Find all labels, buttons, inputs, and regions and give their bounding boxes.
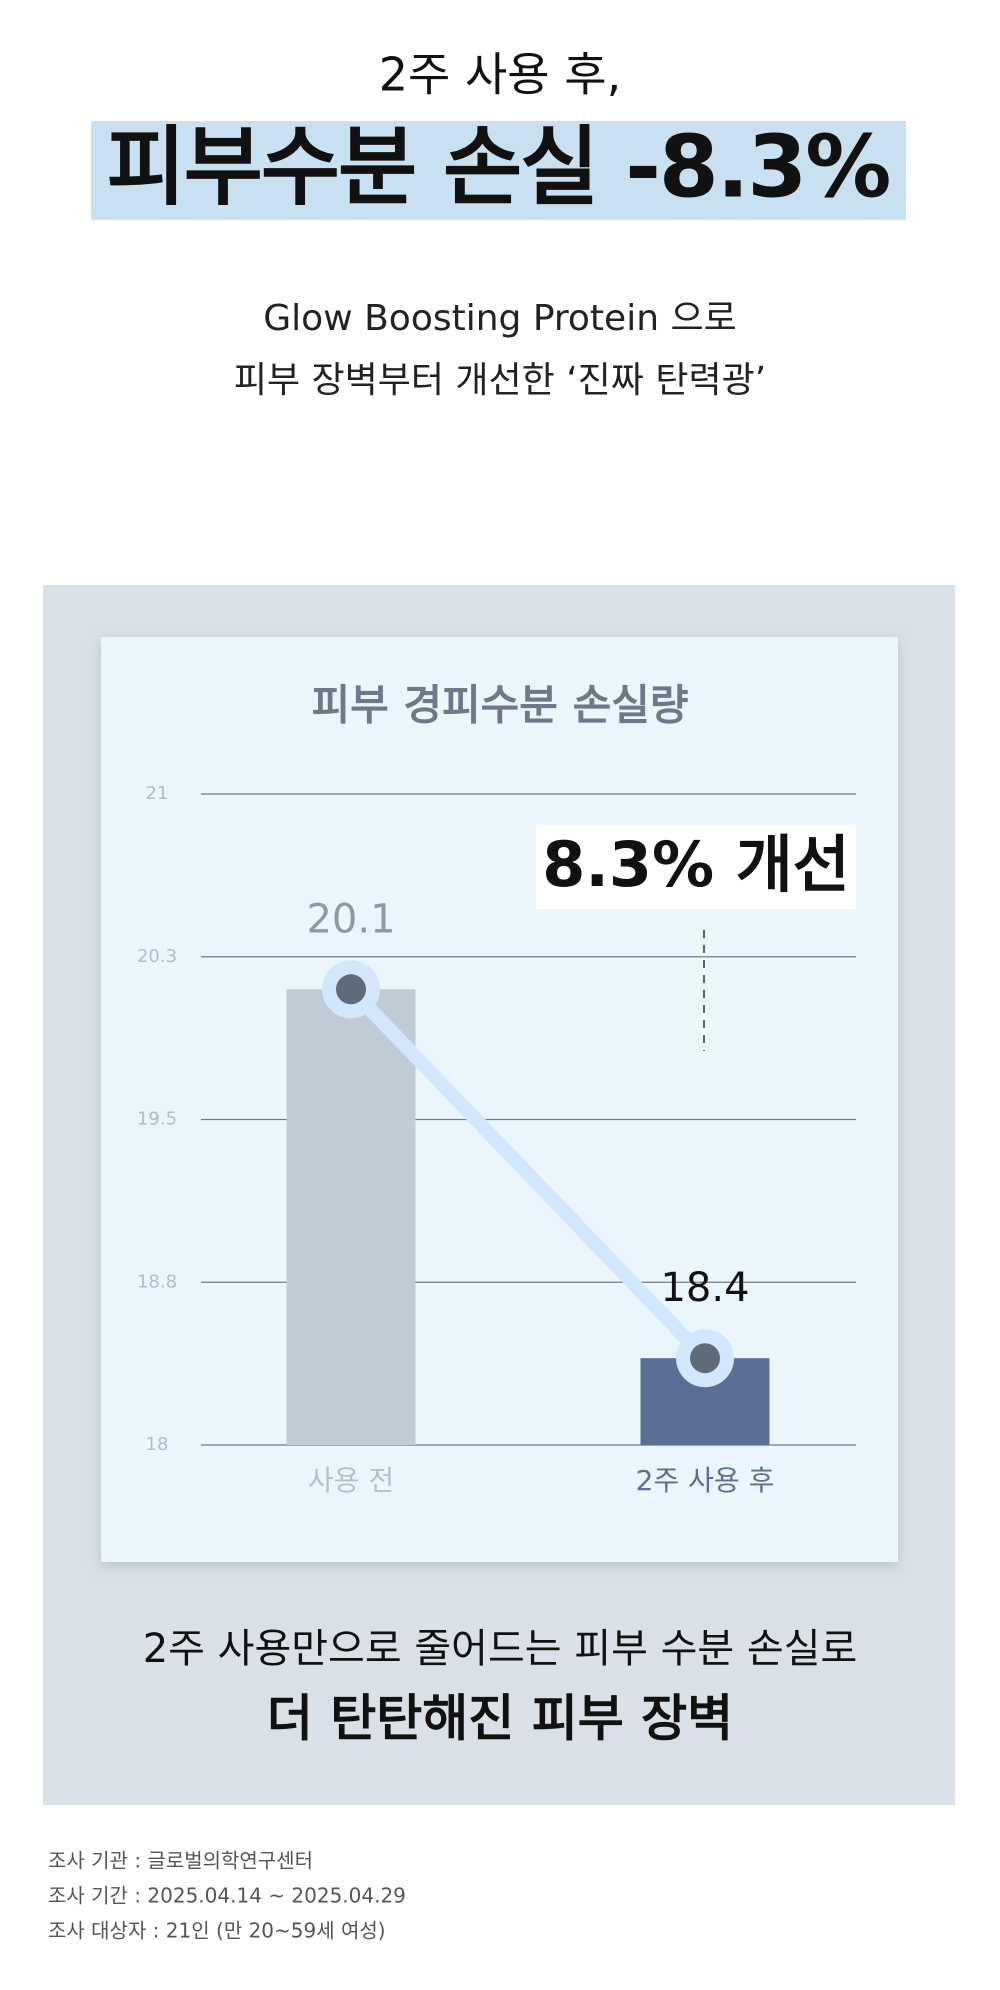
y-tick-label: 18.8	[137, 1271, 177, 1292]
footnote: 조사 기간 : 2025.04.14 ~ 2025.04.29	[48, 1884, 406, 1908]
value-label: 18.4	[660, 1265, 749, 1311]
header-title: 피부수분 손실 -8.3%	[107, 117, 890, 217]
x-tick-label: 사용 전	[308, 1464, 394, 1497]
bar	[286, 989, 416, 1445]
y-tick-label: 18	[146, 1434, 169, 1455]
connector-line	[344, 982, 712, 1366]
footnote: 조사 대상자 : 21인 (만 20~59세 여성)	[48, 1919, 386, 1943]
value-label: 20.1	[306, 896, 395, 942]
header-subtitle: 2주 사용 후,	[379, 48, 621, 102]
chart-card	[101, 637, 898, 1562]
plot: 18 18.8 19.5 20.3 21 사용 전 2주 사용 후 20.1 18.4 8.3% …	[137, 783, 856, 1497]
header-description: 피부 장벽부터 개선한 ‘진짜 탄력광’	[234, 360, 766, 401]
header-description: Glow Boosting Protein 으로	[263, 298, 736, 339]
y-tick-label: 19.5	[137, 1109, 177, 1130]
title-highlight	[91, 121, 906, 220]
footnote: 조사 기관 : 글로벌의학연구센터	[48, 1849, 313, 1873]
summary-line: 2주 사용만으로 줄어드는 피부 수분 손실로	[143, 1626, 858, 1672]
y-tick-label: 21	[146, 783, 169, 804]
marker	[690, 1343, 720, 1374]
summary-headline: 더 탄탄해진 피부 장벽	[267, 1690, 733, 1748]
x-tick-label: 2주 사용 후	[636, 1464, 775, 1497]
y-tick-label: 20.3	[137, 946, 177, 967]
annotation-box	[536, 825, 856, 909]
marker	[336, 974, 366, 1005]
chart-title: 피부 경피수분 손실량	[311, 681, 688, 730]
annotation: 8.3% 개선	[542, 828, 850, 901]
